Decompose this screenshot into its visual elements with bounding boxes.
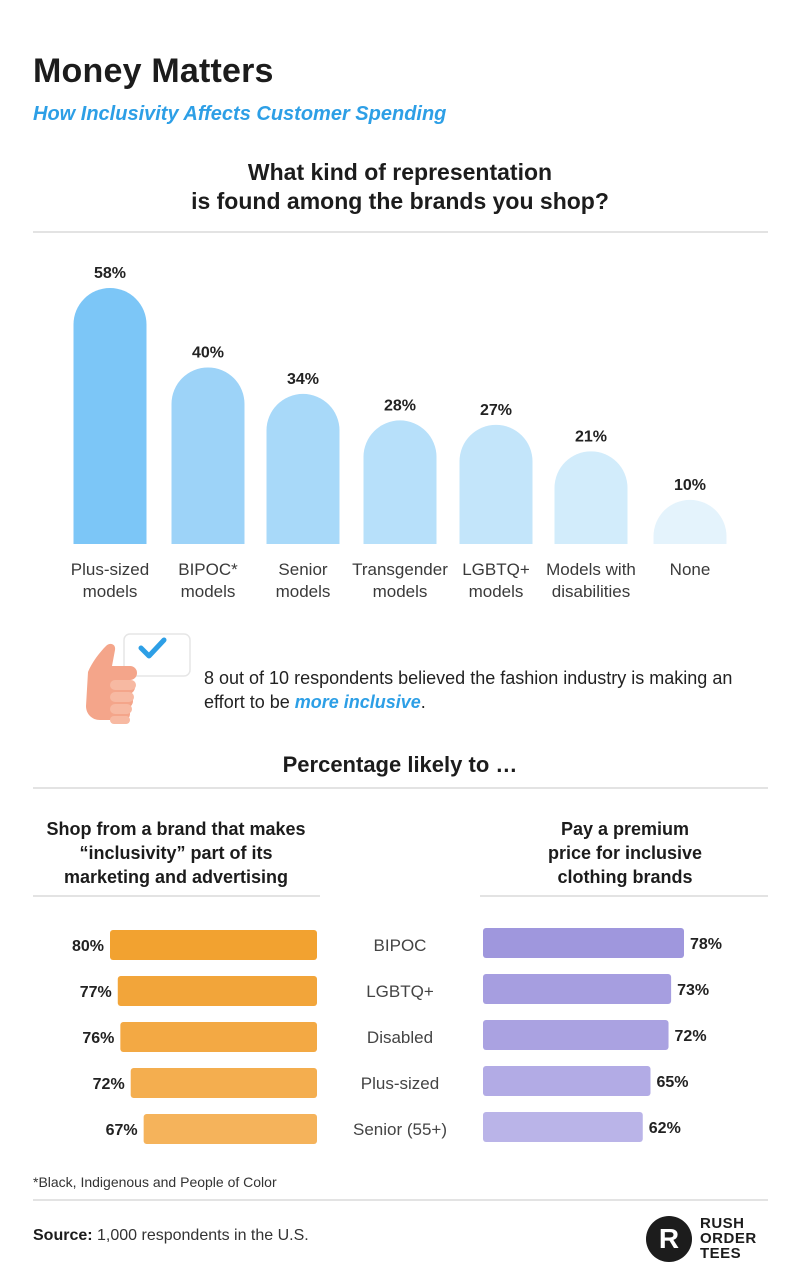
bar-category-label: models (83, 582, 138, 601)
divider-bottom (33, 1199, 768, 1201)
representation-question: What kind of representation is found amo… (0, 158, 800, 216)
divider-top (33, 231, 768, 233)
callout-text: 8 out of 10 respondents believed the fas… (204, 666, 744, 714)
question-line-2: is found among the brands you shop? (191, 188, 609, 214)
bar-5 (554, 451, 628, 544)
right-column-heading: Pay a premium price for inclusive clothi… (480, 817, 770, 889)
left-head-line-2: “inclusivity” part of its (79, 843, 273, 863)
right-bar-value: 72% (675, 1028, 707, 1045)
logo-word-3: TEES (700, 1245, 742, 1262)
right-head-line-1: Pay a premium (560, 819, 690, 839)
right-bar-value: 62% (649, 1120, 681, 1137)
row-category-label: LGBTQ+ (366, 982, 434, 1001)
divider-right-column (480, 895, 768, 897)
likely-title: Percentage likely to … (282, 752, 518, 777)
logo-word-2: ORDER (700, 1230, 757, 1247)
left-bar-2 (120, 1022, 317, 1052)
bar-category-label: BIPOC* (178, 560, 238, 579)
bar-value-label: 10% (674, 477, 706, 494)
right-bar-0 (483, 928, 684, 958)
right-bar-2 (483, 1020, 669, 1050)
bar-4 (459, 424, 533, 544)
bar-category-label: Transgender (352, 560, 448, 579)
left-bar-value: 72% (93, 1076, 125, 1093)
right-bar-value: 78% (690, 936, 722, 953)
source: Source: 1,000 respondents in the U.S. (33, 1227, 309, 1245)
bar-value-label: 27% (480, 402, 512, 419)
callout: 8 out of 10 respondents believed the fas… (78, 632, 758, 732)
row-category-label: BIPOC (374, 936, 427, 955)
divider-middle (33, 787, 768, 789)
divider-left-column (33, 895, 320, 897)
bar-value-label: 34% (287, 371, 319, 388)
right-bar-value: 73% (677, 982, 709, 999)
left-bar-value: 67% (106, 1122, 138, 1139)
left-column-heading: Shop from a brand that makes “inclusivit… (20, 817, 332, 889)
bar-category-label: None (670, 560, 711, 579)
bar-value-label: 40% (192, 344, 224, 361)
bar-category-label: models (373, 582, 428, 601)
bar-2 (266, 393, 340, 544)
page-subtitle: How Inclusivity Affects Customer Spendin… (33, 103, 447, 125)
row-category-label: Plus-sized (361, 1074, 439, 1093)
logo-mark: R (646, 1216, 692, 1262)
source-label: Source: (33, 1227, 93, 1244)
footnote: *Black, Indigenous and People of Color (33, 1174, 277, 1190)
callout-text-main: 8 out of 10 respondents believed the fas… (204, 668, 733, 712)
page-title: Money Matters (33, 52, 274, 90)
bar-category-label: models (469, 582, 524, 601)
left-bar-3 (130, 1068, 317, 1098)
logo-wordmark: RUSH ORDER TEES (700, 1216, 757, 1261)
bar-0 (73, 287, 147, 544)
brand-logo: R RUSH ORDER TEES (646, 1214, 776, 1264)
right-bar-1 (483, 974, 672, 1004)
bar-value-label: 28% (384, 397, 416, 414)
source-text: 1,000 respondents in the U.S. (92, 1227, 309, 1244)
left-head-line-3: marketing and advertising (63, 867, 289, 887)
bar-3 (363, 420, 437, 544)
question-line-1: What kind of representation (247, 159, 553, 185)
left-bar-1 (117, 976, 317, 1006)
bar-category-label: models (276, 582, 331, 601)
bar-category-label: Models with (546, 560, 636, 579)
left-bar-value: 77% (80, 984, 112, 1001)
right-bar-value: 65% (657, 1074, 689, 1091)
bar-category-label: Senior (278, 560, 327, 579)
right-head-line-2: price for inclusive (547, 843, 703, 863)
callout-highlight: more inclusive (294, 692, 421, 712)
left-bar-value: 76% (82, 1030, 114, 1047)
bar-value-label: 21% (575, 428, 607, 445)
bar-category-label: Plus-sized (71, 560, 149, 579)
bar-category-label: disabilities (552, 582, 630, 601)
left-bar-0 (110, 930, 317, 960)
row-category-label: Disabled (367, 1028, 433, 1047)
left-bar-value: 80% (72, 938, 104, 955)
representation-bar-chart: 58% Plus-sized models 40% BIPOC* models 34% Sen… (71, 265, 727, 601)
bar-value-label: 58% (94, 265, 126, 282)
row-category-label: Senior (55+) (353, 1120, 447, 1139)
left-head-line-1: Shop from a brand that makes (46, 819, 306, 839)
bar-category-label: models (181, 582, 236, 601)
left-bar-4 (143, 1114, 317, 1144)
bar-category-label: LGBTQ+ (462, 560, 530, 579)
logo-word-1: RUSH (700, 1215, 745, 1232)
right-bar-3 (483, 1066, 651, 1096)
callout-text-end: . (420, 692, 426, 712)
bar-1 (171, 367, 245, 544)
thumbs-up-icon (86, 633, 191, 724)
right-head-line-3: clothing brands (557, 867, 693, 887)
right-bar-4 (483, 1112, 643, 1142)
bar-6 (653, 499, 727, 544)
